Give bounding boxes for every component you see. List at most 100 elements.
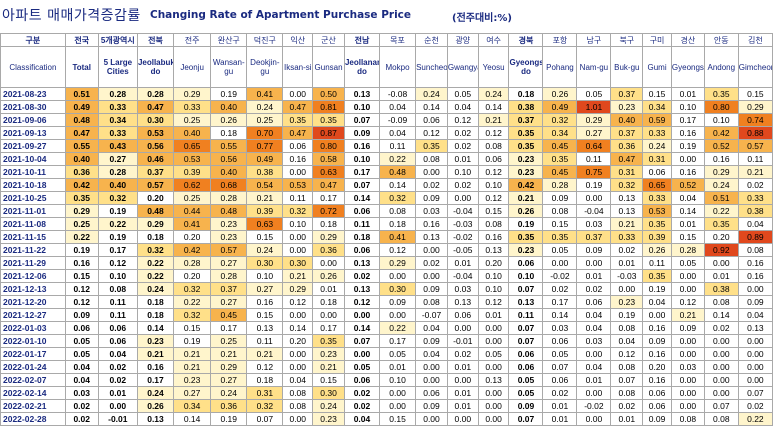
table-cell: 0.06	[343, 204, 380, 218]
table-cell: 0.24	[415, 87, 448, 101]
table-cell: 0.20	[282, 334, 314, 348]
table-cell: 0.00	[542, 256, 578, 270]
table-cell: 0.18	[378, 217, 417, 231]
table-cell: 0.01	[477, 308, 510, 322]
table-cell: 0.17	[670, 113, 705, 127]
column-header-en: Suncheon	[415, 46, 448, 88]
table-row: 2021-11-15 0.22 0.19 0.18 0.20 0.23 0.15 0.00 0.…	[0, 230, 773, 244]
column-header-en: Pohang	[542, 46, 578, 88]
table-cell: 0.00	[670, 373, 705, 387]
table-cell: 0.01	[446, 399, 479, 413]
row-date: 2021-11-29	[0, 256, 66, 270]
column-header-en: Gwangyang	[446, 46, 479, 88]
table-cell: 0.37	[508, 113, 544, 127]
table-row: 2021-11-01 0.29 0.19 0.48 0.44 0.48 0.39 0.32 0.…	[0, 204, 773, 218]
table-cell: 0.00	[670, 152, 705, 166]
table-cell: 0.04	[64, 373, 99, 387]
table-cell: 0.11	[576, 152, 612, 166]
table-cell: 0.00	[282, 360, 314, 374]
table-cell: 0.65	[642, 178, 672, 192]
table-cell: 0.00	[282, 87, 314, 101]
table-cell: 0.24	[246, 100, 284, 114]
table-cell: 0.00	[610, 282, 644, 296]
table-cell: 0.18	[210, 126, 248, 140]
table-cell: 0.35	[642, 217, 672, 231]
table-cell: 0.37	[136, 165, 175, 179]
table-cell: 0.18	[136, 295, 175, 309]
row-date: 2022-01-17	[0, 347, 66, 361]
table-cell: 0.05	[64, 347, 99, 361]
column-header-ko: 구미	[642, 33, 672, 47]
table-cell: 0.34	[542, 126, 578, 140]
table-cell: 0.09	[508, 399, 544, 413]
table-row: 2021-10-11 0.36 0.28 0.37 0.39 0.40 0.38 0.00 0.…	[0, 165, 773, 179]
table-cell: 0.08	[282, 399, 314, 413]
table-cell: 0.35	[508, 126, 544, 140]
table-cell: 0.12	[477, 126, 510, 140]
table-cell: 0.23	[508, 243, 544, 257]
table-cell: 0.27	[173, 386, 212, 400]
table-cell: 0.47	[312, 178, 345, 192]
table-cell: 0.32	[282, 204, 314, 218]
row-date: 2021-11-01	[0, 204, 66, 218]
table-cell: 0.75	[576, 165, 612, 179]
table-cell: 0.02	[446, 178, 479, 192]
table-cell: 0.44	[173, 204, 212, 218]
table-cell: 0.26	[508, 204, 544, 218]
table-cell: 0.10	[378, 373, 417, 387]
table-cell: 0.36	[210, 399, 248, 413]
table-cell: 0.13	[508, 295, 544, 309]
table-cell: 0.29	[282, 282, 314, 296]
table-cell: 0.08	[542, 204, 578, 218]
column-header-ko: 북구	[610, 33, 644, 47]
table-cell: 0.00	[378, 399, 417, 413]
row-date: 2021-11-08	[0, 217, 66, 231]
table-cell: 0.38	[703, 282, 739, 296]
table-cell: 0.24	[703, 178, 739, 192]
table-cell: 0.07	[246, 412, 284, 426]
table-cell: 0.28	[542, 178, 578, 192]
table-cell: 0.48	[136, 204, 175, 218]
table-cell: 0.09	[343, 126, 380, 140]
table-cell: 0.00	[703, 347, 739, 361]
table-cell: 0.04	[737, 308, 773, 322]
table-cell: 0.42	[173, 243, 212, 257]
table-cell: 0.70	[246, 126, 284, 140]
table-cell: 0.22	[97, 217, 138, 231]
table-cell: 0.09	[642, 412, 672, 426]
table-cell: 0.05	[542, 243, 578, 257]
column-header-en: Nam-gu	[576, 46, 612, 88]
table-cell: 0.02	[415, 178, 448, 192]
table-cell: 0.23	[508, 165, 544, 179]
table-cell: 0.52	[670, 178, 705, 192]
table-cell: 0.48	[378, 165, 417, 179]
table-cell: 0.05	[576, 87, 612, 101]
column-header-en: Yeosu	[477, 46, 510, 88]
table-cell: 0.02	[97, 373, 138, 387]
table-cell: 0.04	[64, 360, 99, 374]
table-cell: 0.36	[312, 243, 345, 257]
table-cell: 0.41	[378, 230, 417, 244]
table-cell: 0.45	[210, 308, 248, 322]
table-cell: 0.11	[642, 256, 672, 270]
table-cell: 0.32	[97, 191, 138, 205]
table-cell: 0.27	[210, 295, 248, 309]
table-cell: 0.39	[246, 204, 284, 218]
table-cell: 0.00	[737, 347, 773, 361]
table-cell: 0.09	[542, 191, 578, 205]
table-cell: 0.06	[343, 243, 380, 257]
table-row: 2021-10-25 0.35 0.32 0.20 0.25 0.28 0.21 0.11 0.…	[0, 191, 773, 205]
table-cell: 0.21	[670, 308, 705, 322]
table-cell: 0.12	[415, 126, 448, 140]
table-cell: 0.50	[312, 87, 345, 101]
table-row: 2021-10-18 0.42 0.40 0.57 0.62 0.68 0.54 0.53 0.…	[0, 178, 773, 192]
table-cell: 0.28	[136, 87, 175, 101]
table-cell: 0.21	[246, 347, 284, 361]
table-cell: -0.07	[415, 308, 448, 322]
table-row: 2021-10-04 0.40 0.27 0.46 0.53 0.56 0.49 0.16 0.…	[0, 152, 773, 166]
table-cell: 0.20	[477, 256, 510, 270]
table-cell: 0.04	[737, 217, 773, 231]
table-cell: 0.00	[312, 256, 345, 270]
table-cell: 0.07	[610, 373, 644, 387]
table-cell: -0.08	[378, 87, 417, 101]
